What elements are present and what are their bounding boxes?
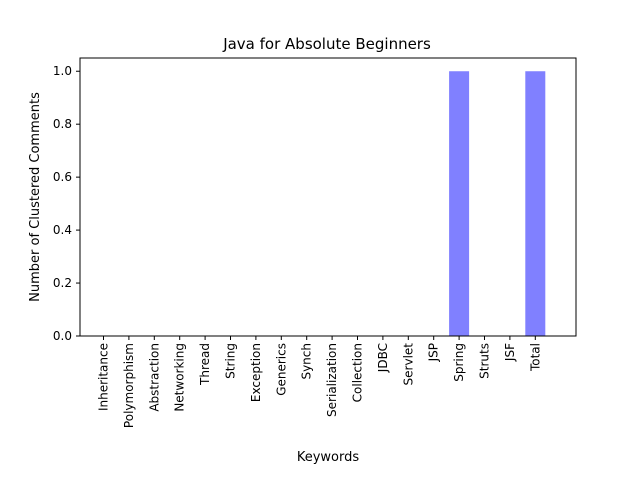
y-axis-label: Number of Clustered Comments <box>28 92 43 302</box>
x-tick-label-inheritance: Inheritance <box>97 343 111 411</box>
y-ticks-group: 0.0 0.2 0.4 0.6 0.8 1.0 <box>53 64 80 343</box>
x-tick-label-polymorphism: Polymorphism <box>122 343 136 428</box>
x-tick-label-thread: Thread <box>198 343 212 386</box>
x-tick-label-total: Total <box>528 343 542 372</box>
y-tick-label: 0.4 <box>53 223 72 237</box>
bars-group <box>449 71 546 336</box>
x-tick-label-generics: Generics <box>274 343 288 396</box>
bar-total <box>525 71 546 336</box>
x-tick-label-exception: Exception <box>249 343 263 402</box>
x-axis-label: Keywords <box>297 450 360 465</box>
y-tick-label: 0.6 <box>53 170 72 184</box>
y-tick-label: 0.8 <box>53 117 72 131</box>
x-ticks-group: Inheritance Polymorphism Abstraction Networ… <box>97 336 542 428</box>
y-tick-label: 1.0 <box>53 64 72 78</box>
x-tick-label-jsf: JSF <box>503 343 517 362</box>
x-tick-label-serialization: Serialization <box>325 343 339 417</box>
plot-area-frame <box>79 57 577 337</box>
x-tick-label-synch: Synch <box>300 343 314 380</box>
y-tick-label: 0.0 <box>53 329 72 343</box>
x-tick-label-jsp: JSP <box>427 343 441 362</box>
y-tick-label: 0.2 <box>53 276 72 290</box>
x-tick-label-servlet: Servlet <box>401 343 415 386</box>
x-tick-label-string: String <box>224 343 238 379</box>
chart-title: Java for Absolute Beginners <box>222 35 431 53</box>
x-tick-label-struts: Struts <box>478 343 492 379</box>
x-tick-label-spring: Spring <box>452 343 466 382</box>
x-tick-label-jdbc: JDBC <box>376 343 390 373</box>
x-tick-label-collection: Collection <box>351 343 365 402</box>
bar-spring <box>449 71 470 336</box>
x-tick-label-abstraction: Abstraction <box>147 343 161 412</box>
x-tick-label-networking: Networking <box>173 343 187 412</box>
